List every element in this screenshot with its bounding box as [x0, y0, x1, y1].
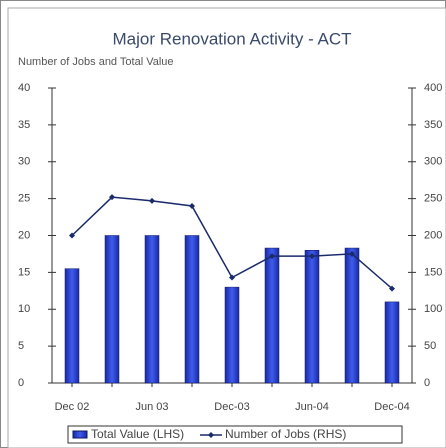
legend-swatch [72, 430, 88, 439]
x-tick-label: Jun 03 [135, 401, 168, 413]
chart-title: Major Renovation Activity - ACT [112, 29, 351, 48]
x-tick-label: Jun-04 [295, 401, 329, 413]
y2-tick-label: 200 [424, 229, 442, 241]
bar [144, 235, 160, 384]
legend-marker [208, 432, 214, 438]
y-tick-label: 35 [18, 119, 30, 131]
marker [269, 253, 275, 260]
y-tick-label: 20 [18, 229, 30, 241]
marker [389, 285, 395, 292]
bar [104, 235, 120, 384]
y-tick-label: 25 [18, 193, 30, 205]
y2-tick-label: 150 [424, 266, 442, 278]
y2-tick-label: 400 [424, 82, 442, 94]
bar [344, 247, 360, 384]
y2-tick-label: 250 [424, 193, 442, 205]
bar [64, 268, 80, 384]
marker [309, 253, 315, 260]
y-tick-label: 40 [18, 82, 30, 94]
legend-label: Total Value (LHS) [91, 427, 184, 441]
marker [189, 203, 195, 209]
x-tick-label: Dec-04 [374, 401, 409, 413]
x-tick-label: Dec-03 [214, 401, 249, 413]
bar [384, 301, 400, 384]
marker [109, 194, 115, 201]
y-tick-label: 10 [18, 303, 30, 315]
y2-tick-label: 0 [424, 377, 430, 389]
y2-tick-label: 300 [424, 156, 442, 168]
y-tick-label: 5 [18, 340, 24, 352]
marker [69, 232, 75, 239]
marker [349, 250, 355, 257]
chart-subtitle: Number of Jobs and Total Value [18, 56, 174, 68]
y-tick-label: 30 [18, 156, 30, 168]
legend-label: Number of Jobs (RHS) [225, 427, 346, 441]
bar [224, 286, 240, 384]
y2-tick-label: 50 [424, 340, 436, 352]
y-tick-label: 0 [18, 377, 24, 389]
marker [149, 197, 155, 204]
bar [304, 250, 320, 384]
legend-box [67, 425, 403, 444]
bar [264, 247, 280, 384]
y2-tick-label: 100 [424, 303, 442, 315]
y-tick-label: 15 [18, 266, 30, 278]
bar [184, 235, 200, 384]
x-tick-label: Dec 02 [55, 401, 90, 413]
y2-tick-label: 350 [424, 119, 442, 131]
marker [229, 274, 235, 281]
